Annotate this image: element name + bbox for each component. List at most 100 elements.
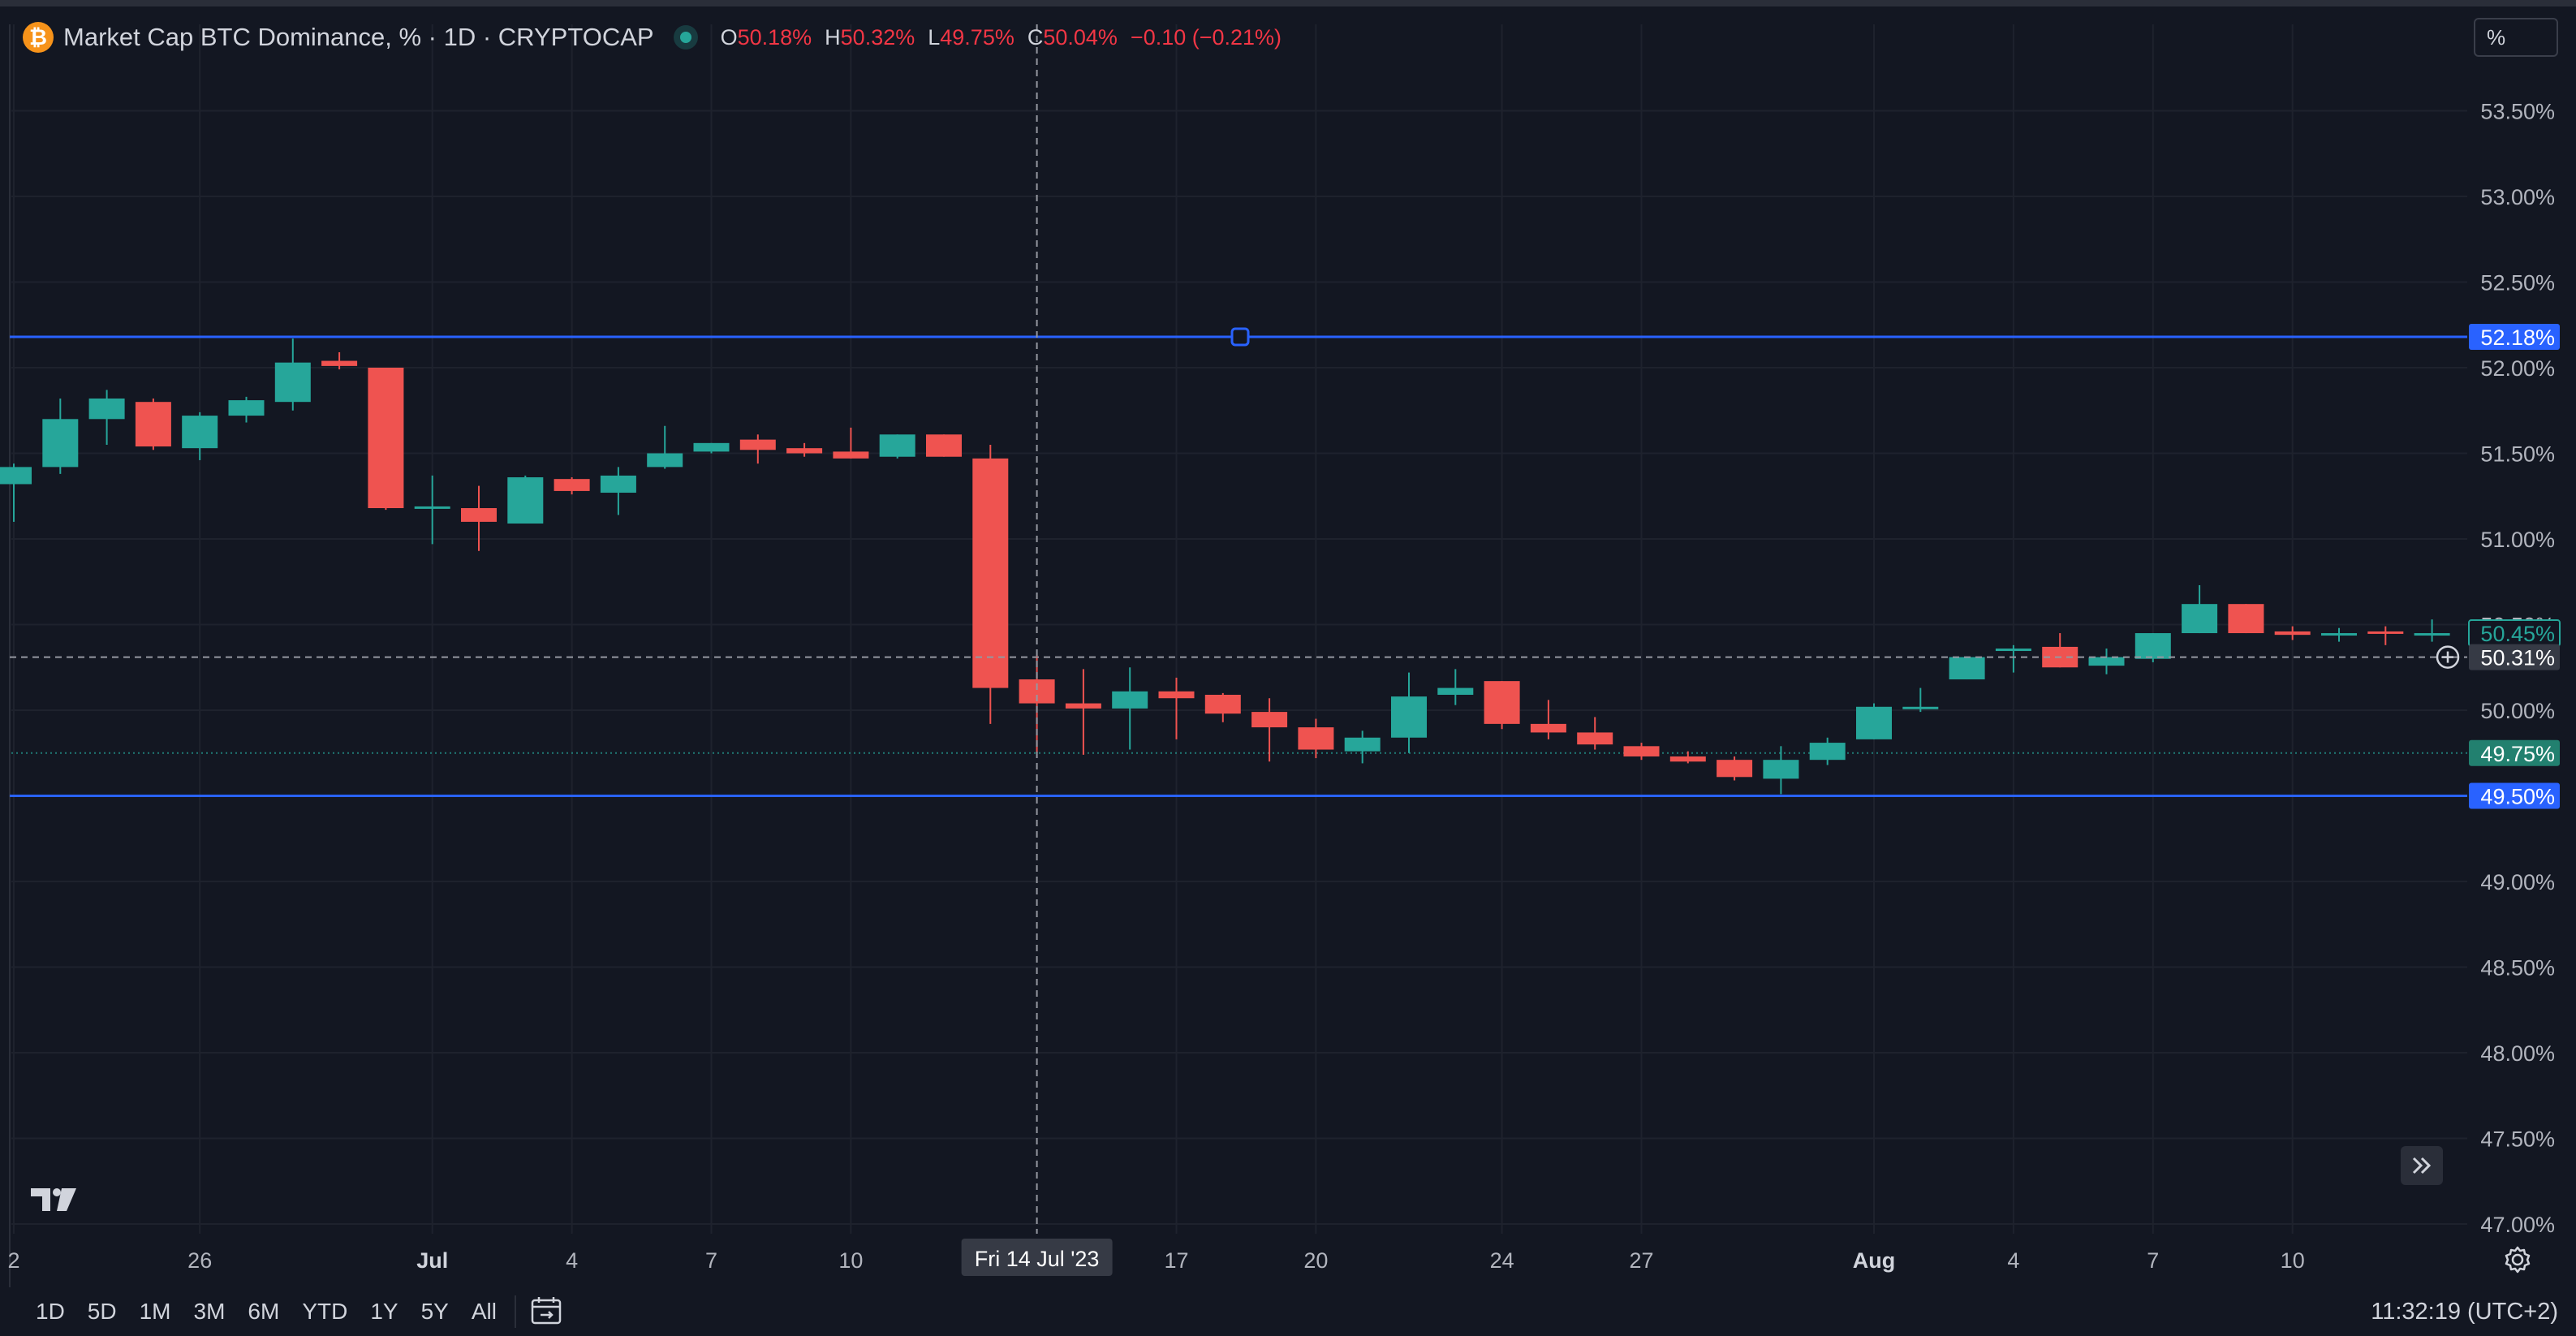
tradingview-logo-icon[interactable] bbox=[29, 1185, 81, 1214]
candle-body[interactable] bbox=[600, 475, 636, 493]
range-6m-button[interactable]: 6M bbox=[248, 1299, 280, 1324]
low-value: 49.75% bbox=[940, 24, 1014, 50]
candle-body[interactable] bbox=[1204, 695, 1241, 714]
candle-body[interactable] bbox=[1065, 703, 1101, 709]
candle-body[interactable] bbox=[88, 398, 125, 420]
time-axis-tick-label: 10 bbox=[838, 1248, 863, 1273]
candle-body[interactable] bbox=[42, 419, 79, 468]
candle-body[interactable] bbox=[2182, 604, 2218, 634]
time-axis-tick-label: 4 bbox=[2007, 1248, 2019, 1273]
crosshair-price-label: 50.31% bbox=[2480, 646, 2555, 670]
candle-body[interactable] bbox=[1344, 737, 1381, 752]
crosshair-date-label-box bbox=[961, 1239, 1113, 1276]
candle-body[interactable] bbox=[368, 368, 404, 509]
add-alert-plus-icon[interactable] bbox=[2436, 645, 2460, 669]
candle-body[interactable] bbox=[2367, 631, 2404, 634]
range-5d-button[interactable]: 5D bbox=[87, 1299, 117, 1324]
price-axis-tick-label: 53.50% bbox=[2480, 100, 2555, 124]
range-5y-button[interactable]: 5Y bbox=[420, 1299, 449, 1324]
time-axis-tick-label: 26 bbox=[187, 1248, 212, 1273]
go-to-date-calendar-icon[interactable] bbox=[528, 1295, 566, 1328]
time-axis-tick-label: 4 bbox=[566, 1248, 578, 1273]
time-axis-tick-label: Aug bbox=[1853, 1248, 1895, 1273]
price-axis-tick-label: 52.00% bbox=[2480, 356, 2555, 381]
candle-body[interactable] bbox=[879, 434, 915, 457]
candle-body[interactable] bbox=[926, 434, 962, 457]
candle-body[interactable] bbox=[1577, 732, 1613, 745]
low-price-label-box bbox=[2469, 739, 2560, 766]
candle-body[interactable] bbox=[1856, 706, 1892, 739]
candle-body[interactable] bbox=[2321, 633, 2357, 636]
chart-legend: ₿ Market Cap BTC Dominance, % · 1D · CRY… bbox=[23, 18, 1282, 57]
candle-body[interactable] bbox=[1530, 723, 1566, 733]
candle-body[interactable] bbox=[1669, 756, 1706, 762]
candle-body[interactable] bbox=[1717, 760, 1753, 778]
bottom-toolbar: 1D 5D 1M 3M 6M YTD 1Y 5Y All bbox=[0, 1287, 2576, 1336]
candle-body[interactable] bbox=[739, 439, 776, 450]
range-1y-button[interactable]: 1Y bbox=[370, 1299, 398, 1324]
candle-body[interactable] bbox=[182, 416, 218, 449]
candle-body[interactable] bbox=[1949, 657, 1985, 680]
candle-body[interactable] bbox=[554, 479, 590, 491]
candle-body[interactable] bbox=[786, 448, 823, 454]
candle-body[interactable] bbox=[1484, 681, 1520, 724]
price-axis-tick-label: 47.00% bbox=[2480, 1213, 2555, 1237]
time-axis-tick-label: 20 bbox=[1303, 1248, 1328, 1273]
high-value: 50.32% bbox=[840, 24, 915, 50]
candle-body[interactable] bbox=[2414, 633, 2450, 636]
candle-body[interactable] bbox=[135, 402, 171, 447]
candle-body[interactable] bbox=[1623, 746, 1660, 756]
crosshair-date-label: Fri 14 Jul '23 bbox=[975, 1247, 1100, 1271]
time-axis-tick-label: 17 bbox=[1164, 1248, 1188, 1273]
line-drag-handle[interactable] bbox=[1230, 327, 1250, 347]
candle-body[interactable] bbox=[1251, 712, 1288, 728]
settings-gear-icon[interactable] bbox=[2501, 1243, 2534, 1276]
candle-body[interactable] bbox=[1112, 691, 1148, 709]
candle-body[interactable] bbox=[461, 508, 497, 522]
candle-body[interactable] bbox=[1298, 727, 1334, 750]
range-1m-button[interactable]: 1M bbox=[139, 1299, 171, 1324]
candle-body[interactable] bbox=[1763, 760, 1799, 779]
candle-body[interactable] bbox=[972, 458, 1009, 688]
range-all-button[interactable]: All bbox=[471, 1299, 497, 1324]
candle-body[interactable] bbox=[1391, 696, 1427, 738]
low-key: L bbox=[928, 24, 941, 50]
scroll-to-realtime-button[interactable] bbox=[2401, 1146, 2443, 1185]
price-axis-tick-label: 48.50% bbox=[2480, 956, 2555, 980]
range-3m-button[interactable]: 3M bbox=[193, 1299, 226, 1324]
candle-body[interactable] bbox=[1902, 706, 1939, 709]
candle-body[interactable] bbox=[1995, 649, 2031, 652]
low-price-label: 49.75% bbox=[2480, 742, 2555, 766]
candle-body[interactable] bbox=[833, 451, 869, 459]
timezone-clock[interactable]: 11:32:19 (UTC+2) bbox=[2371, 1298, 2558, 1325]
candle-body[interactable] bbox=[1158, 691, 1195, 699]
candle-body[interactable] bbox=[507, 477, 544, 524]
range-ytd-button[interactable]: YTD bbox=[302, 1299, 348, 1324]
candle-body[interactable] bbox=[274, 362, 311, 403]
last-price-label: 50.45% bbox=[2480, 622, 2555, 646]
symbol-title[interactable]: Market Cap BTC Dominance, % · 1D · CRYPT… bbox=[63, 23, 654, 51]
price-axis-tick-label: 53.00% bbox=[2480, 185, 2555, 209]
candle-body[interactable] bbox=[2228, 604, 2264, 634]
candle-body[interactable] bbox=[414, 506, 450, 509]
candle-body[interactable] bbox=[693, 442, 730, 452]
candle-body[interactable] bbox=[1809, 743, 1846, 761]
crosshair-price-label-box bbox=[2469, 644, 2560, 670]
scale-mode-selector[interactable]: % bbox=[2474, 18, 2558, 57]
candle-body[interactable] bbox=[1437, 687, 1474, 696]
range-1d-button[interactable]: 1D bbox=[36, 1299, 65, 1324]
candle-body[interactable] bbox=[647, 453, 683, 468]
candle-body[interactable] bbox=[228, 400, 265, 416]
candle-body[interactable] bbox=[0, 467, 32, 485]
candle-body[interactable] bbox=[2134, 633, 2171, 659]
candle-body[interactable] bbox=[2274, 631, 2311, 636]
time-axis-tick-label: 10 bbox=[2281, 1248, 2305, 1273]
candle-body[interactable] bbox=[321, 360, 358, 366]
time-axis-tick-label: 7 bbox=[705, 1248, 717, 1273]
time-axis-tick-label: 7 bbox=[2147, 1248, 2159, 1273]
market-status-icon[interactable] bbox=[679, 32, 691, 43]
time-axis-tick-label: Jul bbox=[416, 1248, 448, 1273]
candle-body[interactable] bbox=[2088, 657, 2125, 666]
